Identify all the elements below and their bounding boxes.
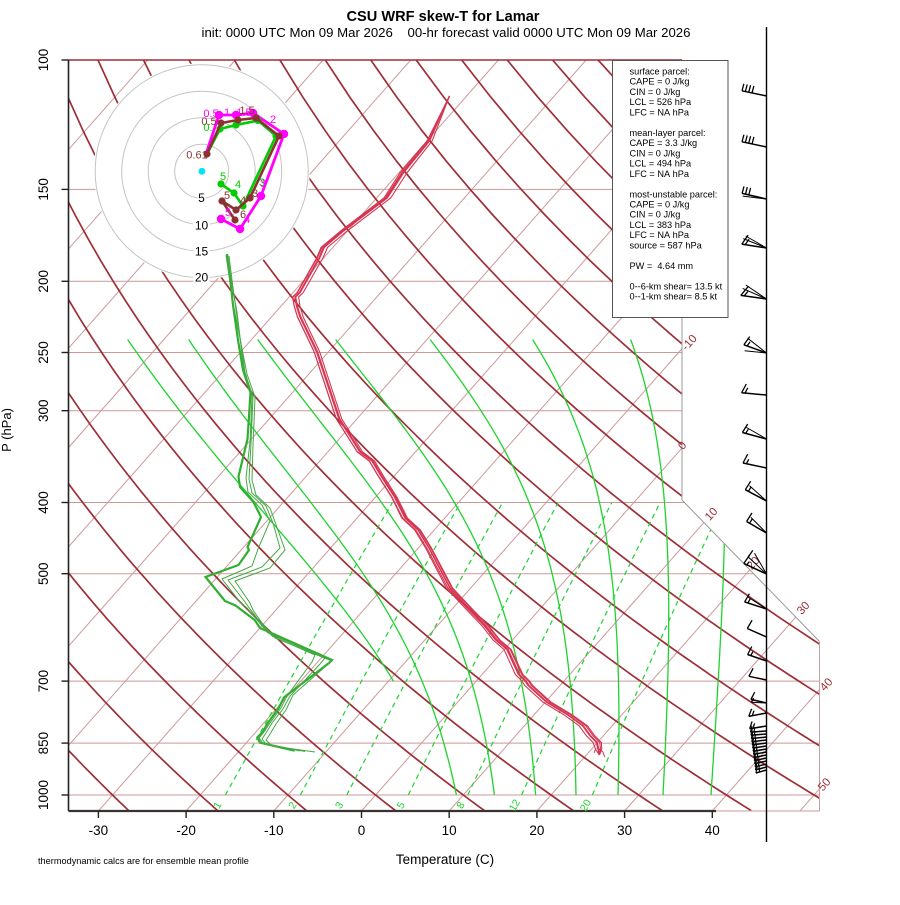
- svg-text:30: 30: [617, 823, 632, 838]
- svg-text:CAPE = 0 J/kg: CAPE = 0 J/kg: [630, 200, 690, 210]
- svg-text:thermodynamic calcs are for en: thermodynamic calcs are for ensemble mea…: [38, 856, 249, 866]
- svg-text:CIN = 0 J/kg: CIN = 0 J/kg: [630, 210, 681, 220]
- svg-text:0--1-km shear= 8.5 kt: 0--1-km shear= 8.5 kt: [630, 292, 718, 302]
- svg-text:300: 300: [36, 399, 51, 422]
- svg-text:CSU WRF skew-T for Lamar: CSU WRF skew-T for Lamar: [347, 9, 540, 25]
- svg-text:3: 3: [252, 188, 258, 200]
- svg-text:0: 0: [358, 823, 366, 838]
- svg-text:250: 250: [36, 341, 51, 364]
- svg-text:surface parcel:: surface parcel:: [630, 67, 690, 77]
- svg-text:init: 0000 UTC Mon 09 Mar 2026: init: 0000 UTC Mon 09 Mar 2026 00-hr for…: [202, 25, 691, 40]
- svg-text:0--6-km shear= 13.5 kt: 0--6-km shear= 13.5 kt: [630, 281, 723, 291]
- svg-text:Temperature (C): Temperature (C): [396, 852, 494, 867]
- svg-text:CAPE = 3.3 J/kg: CAPE = 3.3 J/kg: [630, 138, 698, 148]
- svg-text:CAPE = 0 J/kg: CAPE = 0 J/kg: [630, 77, 690, 87]
- svg-text:500: 500: [36, 562, 51, 585]
- svg-text:10: 10: [195, 219, 209, 233]
- svg-text:LCL = 494 hPa: LCL = 494 hPa: [630, 159, 692, 169]
- svg-text:5: 5: [225, 207, 231, 219]
- svg-text:most-unstable parcel:: most-unstable parcel:: [630, 189, 718, 199]
- svg-text:0.61: 0.61: [186, 150, 207, 162]
- svg-text:LFC = NA hPa: LFC = NA hPa: [630, 230, 690, 240]
- svg-text:P (hPa): P (hPa): [0, 408, 14, 452]
- svg-text:10: 10: [442, 823, 457, 838]
- svg-text:200: 200: [36, 270, 51, 293]
- svg-text:1000: 1000: [36, 780, 51, 810]
- svg-text:15: 15: [195, 245, 209, 259]
- svg-text:20: 20: [195, 271, 209, 285]
- svg-text:400: 400: [36, 491, 51, 514]
- svg-text:2: 2: [270, 114, 276, 126]
- svg-text:40: 40: [705, 823, 720, 838]
- svg-text:5: 5: [224, 190, 230, 202]
- svg-text:LFC = NA hPa: LFC = NA hPa: [630, 169, 690, 179]
- svg-text:1: 1: [224, 107, 230, 119]
- svg-text:LFC = NA hPa: LFC = NA hPa: [630, 107, 690, 117]
- svg-text:mean-layer parcel:: mean-layer parcel:: [630, 128, 706, 138]
- svg-text:CIN = 0 J/kg: CIN = 0 J/kg: [630, 87, 681, 97]
- svg-text:100: 100: [36, 49, 51, 72]
- svg-text:150: 150: [36, 178, 51, 201]
- svg-text:0.5: 0.5: [203, 108, 218, 120]
- svg-text:0.: 0.: [203, 122, 212, 134]
- svg-text:20: 20: [529, 823, 544, 838]
- svg-text:LCL = 383 hPa: LCL = 383 hPa: [630, 220, 692, 230]
- svg-text:-10: -10: [264, 823, 284, 838]
- svg-text:4: 4: [240, 195, 246, 207]
- svg-text:PW = 4.64 mm: PW = 4.64 mm: [630, 261, 694, 271]
- svg-text:850: 850: [36, 732, 51, 755]
- svg-text:-20: -20: [176, 823, 196, 838]
- svg-text:3: 3: [260, 178, 266, 190]
- svg-text:4: 4: [244, 214, 250, 226]
- svg-text:-30: -30: [89, 823, 109, 838]
- svg-text:source = 587 hPa: source = 587 hPa: [630, 240, 703, 250]
- svg-text:LCL = 526 hPa: LCL = 526 hPa: [630, 97, 692, 107]
- svg-text:5: 5: [198, 191, 205, 205]
- svg-text:CIN = 0 J/kg: CIN = 0 J/kg: [630, 148, 681, 158]
- svg-text:700: 700: [36, 670, 51, 693]
- svg-text:5: 5: [220, 171, 226, 183]
- svg-text:4: 4: [235, 179, 241, 191]
- svg-text:1.5: 1.5: [239, 105, 254, 117]
